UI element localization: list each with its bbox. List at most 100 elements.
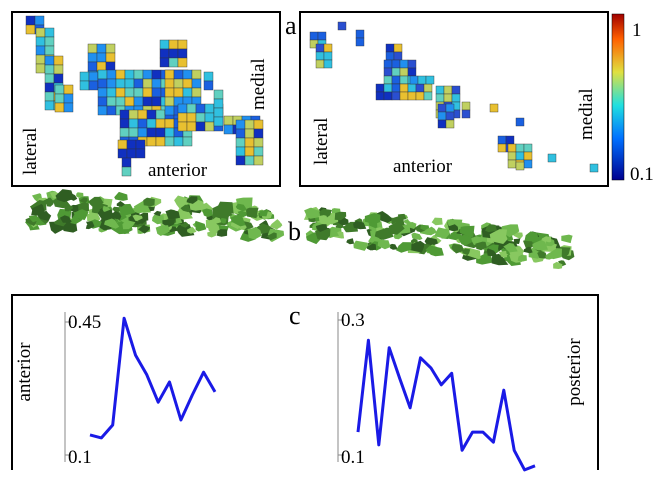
heatmap-cell [98, 79, 107, 88]
heatmap-cell [138, 119, 147, 128]
heatmap-cell [106, 44, 115, 53]
heatmap-cell [394, 44, 402, 52]
heatmap-cell [384, 84, 392, 92]
heatmap-cell [165, 70, 174, 79]
heatmap-cell [107, 88, 116, 97]
surface-facet [561, 235, 572, 244]
heatmap-cell [187, 113, 196, 122]
heatmap-cell [125, 88, 134, 97]
surface-facet [246, 208, 259, 219]
heatmap-cell [394, 52, 402, 60]
heatmap-cell [386, 44, 394, 52]
heatmap-cell [64, 85, 73, 94]
heatmap-cell [165, 119, 174, 128]
heatmap-right [310, 22, 598, 172]
heatmap-cell [169, 40, 178, 49]
heatmap-cell [178, 122, 187, 131]
colorbar [612, 14, 624, 180]
heatmap-cell [136, 149, 145, 158]
heatmap-cell [89, 72, 98, 81]
heatmap-cell [192, 79, 201, 88]
heatmap-cell [524, 152, 532, 160]
heatmap-cell [98, 88, 107, 97]
heatmap-cell [524, 160, 532, 168]
heatmap-cell [324, 60, 332, 68]
heatmap-cell [196, 113, 205, 122]
heatmap-cell [178, 58, 187, 67]
heatmap-left [26, 16, 263, 176]
heatmap-cell [236, 156, 245, 165]
colorbar-tick: 0.1 [630, 164, 654, 185]
heatmap-cell [129, 110, 138, 119]
heatmap-cell [165, 88, 174, 97]
heatmap-cell [97, 62, 106, 71]
heatmap-cell [125, 70, 134, 79]
heatmap-cell [490, 104, 498, 112]
heatmap-cell [116, 97, 125, 106]
surface-facet [426, 246, 444, 257]
heatmap-cell [107, 97, 116, 106]
heatmap-cell [156, 128, 165, 137]
heatmap-cell [147, 110, 156, 119]
label-lateral: lateral [20, 128, 41, 175]
heatmap-cell [45, 46, 54, 55]
heatmap-cell [165, 97, 174, 106]
heatmap-cell [64, 94, 73, 103]
heatmap-cell [386, 52, 394, 60]
heatmap-cell [134, 97, 143, 106]
label-anterior: anterior [148, 160, 208, 181]
heatmap-cell [88, 62, 97, 71]
surface-facet [525, 231, 539, 241]
heatmap-cell [224, 125, 233, 134]
heatmap-cell [147, 128, 156, 137]
heatmap-cell [143, 97, 152, 106]
heatmap-cell [116, 79, 125, 88]
heatmap-cell [160, 49, 169, 58]
panel-label: a [285, 11, 297, 40]
heatmap-cell [122, 167, 131, 176]
heatmap-cell [134, 88, 143, 97]
heatmap-cell [152, 88, 161, 97]
heatmap-cell [245, 138, 254, 147]
label-medial: medial [576, 88, 597, 140]
heatmap-cell [392, 68, 400, 76]
heatmap-cell [147, 119, 156, 128]
heatmap-cell [89, 81, 98, 90]
heatmap-cell [129, 119, 138, 128]
y-axis-label: anterior [14, 342, 35, 402]
heatmap-cell [122, 158, 131, 167]
heatmap-cell [165, 106, 174, 115]
heatmap-cell [54, 65, 63, 74]
heatmap-cell [524, 144, 532, 152]
heatmap-cell [143, 79, 152, 88]
heatmap-cell [318, 32, 326, 40]
heatmap-cell [98, 70, 107, 79]
heatmap-cell [324, 44, 332, 52]
surface-facet [389, 244, 398, 250]
heatmap-cell [436, 94, 444, 102]
heatmap-cell [45, 56, 54, 65]
heatmap-cell [134, 70, 143, 79]
heatmap-cell [88, 44, 97, 53]
heatmap-cell [147, 137, 156, 146]
heatmap-cell [97, 44, 106, 53]
heatmap-cell [245, 129, 254, 138]
heatmap-cell [400, 68, 408, 76]
heatmap-cell [508, 160, 516, 168]
surface-facet [411, 233, 422, 240]
heatmap-cell [376, 84, 384, 92]
heatmap-cell [45, 28, 54, 37]
heatmap-cell [165, 137, 174, 146]
heatmap-cell [310, 32, 318, 40]
heatmap-cell [178, 113, 187, 122]
panel-label: c [289, 301, 301, 330]
heatmap-cell [138, 110, 147, 119]
heatmap-cell [183, 88, 192, 97]
heatmap-cell [426, 76, 434, 84]
surface-facet [432, 218, 443, 226]
y-tick-label: 0.1 [341, 447, 365, 468]
heatmap-cell [36, 46, 45, 55]
y-tick-label: 0.1 [68, 447, 92, 468]
heatmap-cell [224, 116, 233, 125]
heatmap-cell [152, 79, 161, 88]
